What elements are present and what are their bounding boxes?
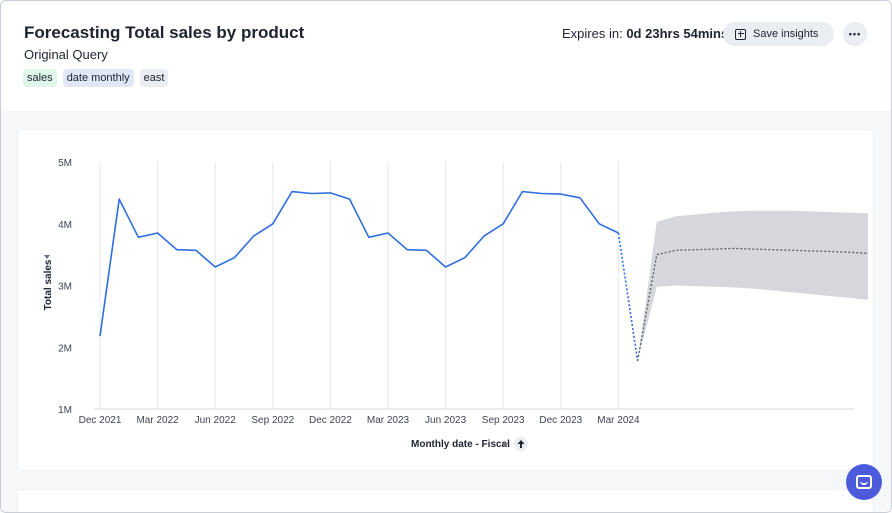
chip-east[interactable]: east (139, 69, 169, 87)
y-axis-label: Total sales (43, 259, 54, 310)
expires-label: Expires in: (562, 26, 623, 41)
x-tick-label: Jun 2023 (425, 415, 467, 426)
chart-card: 5M 4M 3M 2M 1M Dec 2021 Mar 2022 Jun 2022 Sep 20… (18, 130, 873, 470)
x-tick-label: Dec 2022 (309, 415, 352, 426)
more-options-button[interactable]: ••• (843, 22, 867, 46)
insights-header: Forecasting Total sales by product Origi… (1, 1, 891, 111)
x-tick-label: Mar 2022 (136, 415, 179, 426)
series-line-total-sales (99, 190, 619, 337)
x-tick-label: Dec 2021 (79, 415, 122, 426)
page-title: Forecasting Total sales by product (24, 23, 305, 42)
sort-ascending-button[interactable] (514, 437, 528, 451)
secondary-card (18, 490, 873, 512)
y-tick-label: 2M (58, 343, 72, 354)
more-options-icon: ••• (848, 29, 862, 39)
x-tick-label: Mar 2023 (367, 415, 410, 426)
chip-sales[interactable]: sales (23, 69, 57, 87)
x-axis-chevron-down-icon (502, 443, 508, 447)
y-axis-chevron-down-icon (44, 255, 50, 259)
forecast-line-chart: 5M 4M 3M 2M 1M Dec 2021 Mar 2022 Jun 2022 Sep 20… (43, 158, 869, 451)
chat-launcher-button[interactable] (846, 464, 882, 500)
y-tick-label: 3M (58, 282, 72, 293)
forecast-transition-line (617, 232, 639, 361)
query-subtitle: Original Query (24, 47, 108, 62)
expires-value: 0d 23hrs 54mins (626, 26, 729, 41)
sort-ascending-icon (517, 440, 525, 448)
x-tick-label: Dec 2023 (539, 415, 582, 426)
x-tick-label: Jun 2022 (195, 415, 237, 426)
chat-icon (856, 475, 872, 489)
y-tick-label: 4M (58, 220, 72, 231)
y-tick-label: 5M (58, 158, 72, 169)
forecast-line (636, 247, 869, 361)
x-axis-label: Monthly date - Fiscal (411, 439, 510, 450)
save-insights-label: Save insights (753, 28, 819, 40)
forecast-confidence-band (618, 210, 868, 361)
x-tick-label: Mar 2024 (597, 415, 640, 426)
x-tick-label: Sep 2023 (482, 415, 525, 426)
y-tick-label: 1M (58, 405, 72, 416)
expiry-status: Expires in: 0d 23hrs 54mins (562, 26, 728, 41)
chip-date-monthly[interactable]: date monthly (62, 69, 134, 87)
query-chips: sales date monthly east (23, 69, 169, 87)
x-tick-label: Sep 2022 (251, 415, 294, 426)
save-insights-button[interactable]: Save insights (723, 22, 834, 46)
save-insights-icon (735, 28, 746, 40)
